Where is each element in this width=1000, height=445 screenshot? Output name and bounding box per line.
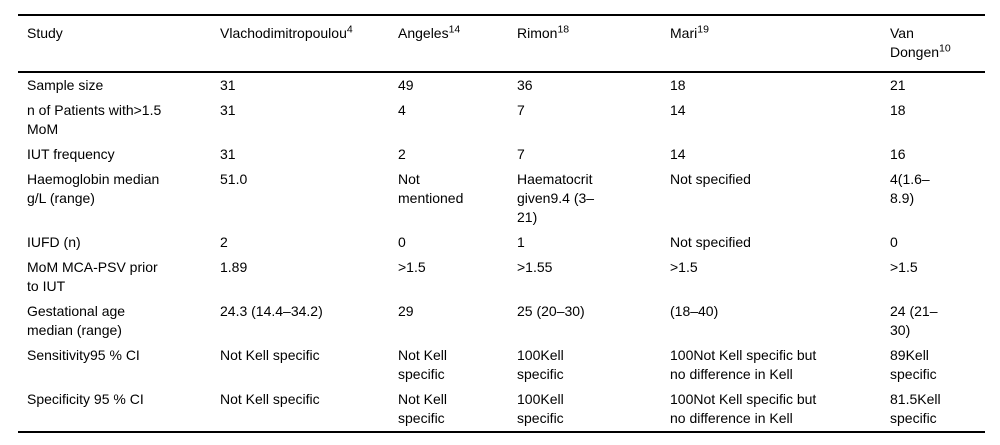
table-cell: Not specified xyxy=(670,234,751,250)
column-header: Study xyxy=(18,15,211,73)
table-cell: 7 xyxy=(517,146,525,162)
citation-superscript: 14 xyxy=(448,23,461,36)
table-cell: >1.5 xyxy=(398,259,426,275)
table-header-row: Study Vlachodimitropoulou4 Angeles14 Rimon1… xyxy=(18,15,985,73)
table-row: MoM MCA-PSV prior to IUT 1.89 >1.5 >1.55 >1.… xyxy=(18,255,985,299)
table-cell: (18–40) xyxy=(670,303,719,319)
table-cell: 49 xyxy=(398,77,414,93)
table-cell: 18 xyxy=(890,102,906,118)
table-cell: 4 xyxy=(398,102,406,118)
row-label: Specificity 95 % CI xyxy=(27,391,144,407)
table-cell: 16 xyxy=(890,146,906,162)
row-label: IUT frequency xyxy=(27,146,115,162)
table-cell: 7 xyxy=(517,102,525,118)
table-cell: 51.0 xyxy=(220,171,248,187)
table-row: Haemoglobin median g/L (range) 51.0 Not me… xyxy=(18,167,985,230)
table-row: Sample size 31 49 36 18 21 xyxy=(18,72,985,98)
citation-superscript: 18 xyxy=(557,23,570,36)
row-label: Gestational age median (range) xyxy=(27,303,126,338)
table-cell: Haematocrit given9.4 (3– 21) xyxy=(517,171,595,225)
table-cell: 1.89 xyxy=(220,259,248,275)
row-label: IUFD (n) xyxy=(27,234,81,250)
table-cell: 100Kell specific xyxy=(517,391,564,426)
table-header: Study Vlachodimitropoulou4 Angeles14 Rimon1… xyxy=(18,15,985,73)
table-cell: 89Kell specific xyxy=(890,347,937,382)
table-cell: 0 xyxy=(890,234,898,250)
table-cell: 18 xyxy=(670,77,686,93)
column-header: Van Dongen10 xyxy=(881,15,985,73)
table-cell: 100Not Kell specific but no difference i… xyxy=(670,391,817,426)
table-row: Gestational age median (range) 24.3 (14.4… xyxy=(18,299,985,343)
table-cell: 2 xyxy=(398,146,406,162)
citation-superscript: 4 xyxy=(346,23,353,36)
table-cell: 31 xyxy=(220,146,236,162)
table-row: IUFD (n) 2 0 1 Not specified 0 xyxy=(18,230,985,255)
citation-superscript: 10 xyxy=(939,42,951,55)
column-header: Angeles14 xyxy=(389,15,508,73)
study-comparison-table: Study Vlachodimitropoulou4 Angeles14 Rimon1… xyxy=(18,14,985,433)
table-cell: Not Kell specific xyxy=(398,347,448,382)
table-cell: >1.5 xyxy=(670,259,698,275)
table-cell: 100Not Kell specific but no difference i… xyxy=(670,347,817,382)
table-cell: 0 xyxy=(398,234,406,250)
table-cell: Not mentioned xyxy=(398,171,464,206)
table-cell: Not Kell specific xyxy=(220,391,320,407)
table-row: n of Patients with>1.5 MoM 31 4 7 14 18 xyxy=(18,98,985,142)
table-cell: >1.55 xyxy=(517,259,553,275)
table-cell: 2 xyxy=(220,234,228,250)
table-cell: Not Kell specific xyxy=(398,391,448,426)
row-label: Sensitivity95 % CI xyxy=(27,347,140,363)
table-body: Sample size 31 49 36 18 21 n of Patients with>… xyxy=(18,72,985,432)
table-cell: >1.5 xyxy=(890,259,918,275)
citation-superscript: 19 xyxy=(697,23,709,36)
table-cell: 100Kell specific xyxy=(517,347,564,382)
column-header: Mari19 xyxy=(661,15,881,73)
row-label: n of Patients with>1.5 MoM xyxy=(27,102,162,137)
table-cell: 4(1.6– 8.9) xyxy=(890,171,930,206)
row-label: MoM MCA-PSV prior to IUT xyxy=(27,259,158,294)
table-cell: 24.3 (14.4–34.2) xyxy=(220,303,323,319)
table-cell: 24 (21– 30) xyxy=(890,303,938,338)
table-cell: 31 xyxy=(220,102,236,118)
row-label: Sample size xyxy=(27,77,104,93)
table-row: IUT frequency 31 2 7 14 16 xyxy=(18,142,985,167)
table-cell: 1 xyxy=(517,234,525,250)
column-header: Rimon18 xyxy=(508,15,661,73)
table-cell: 14 xyxy=(670,102,686,118)
table-cell: Not Kell specific xyxy=(220,347,320,363)
table-row: Specificity 95 % CI Not Kell specific Not … xyxy=(18,387,985,432)
table-cell: 25 (20–30) xyxy=(517,303,585,319)
table-cell: 21 xyxy=(890,77,906,93)
table-row: Sensitivity95 % CI Not Kell specific Not K… xyxy=(18,343,985,387)
table-cell: 14 xyxy=(670,146,686,162)
table-cell: Not specified xyxy=(670,171,751,187)
table-cell: 31 xyxy=(220,77,236,93)
row-label: Haemoglobin median g/L (range) xyxy=(27,171,160,206)
table-cell: 81.5Kell specific xyxy=(890,391,941,426)
table-cell: 29 xyxy=(398,303,414,319)
table-cell: 36 xyxy=(517,77,533,93)
column-header: Vlachodimitropoulou4 xyxy=(211,15,389,73)
